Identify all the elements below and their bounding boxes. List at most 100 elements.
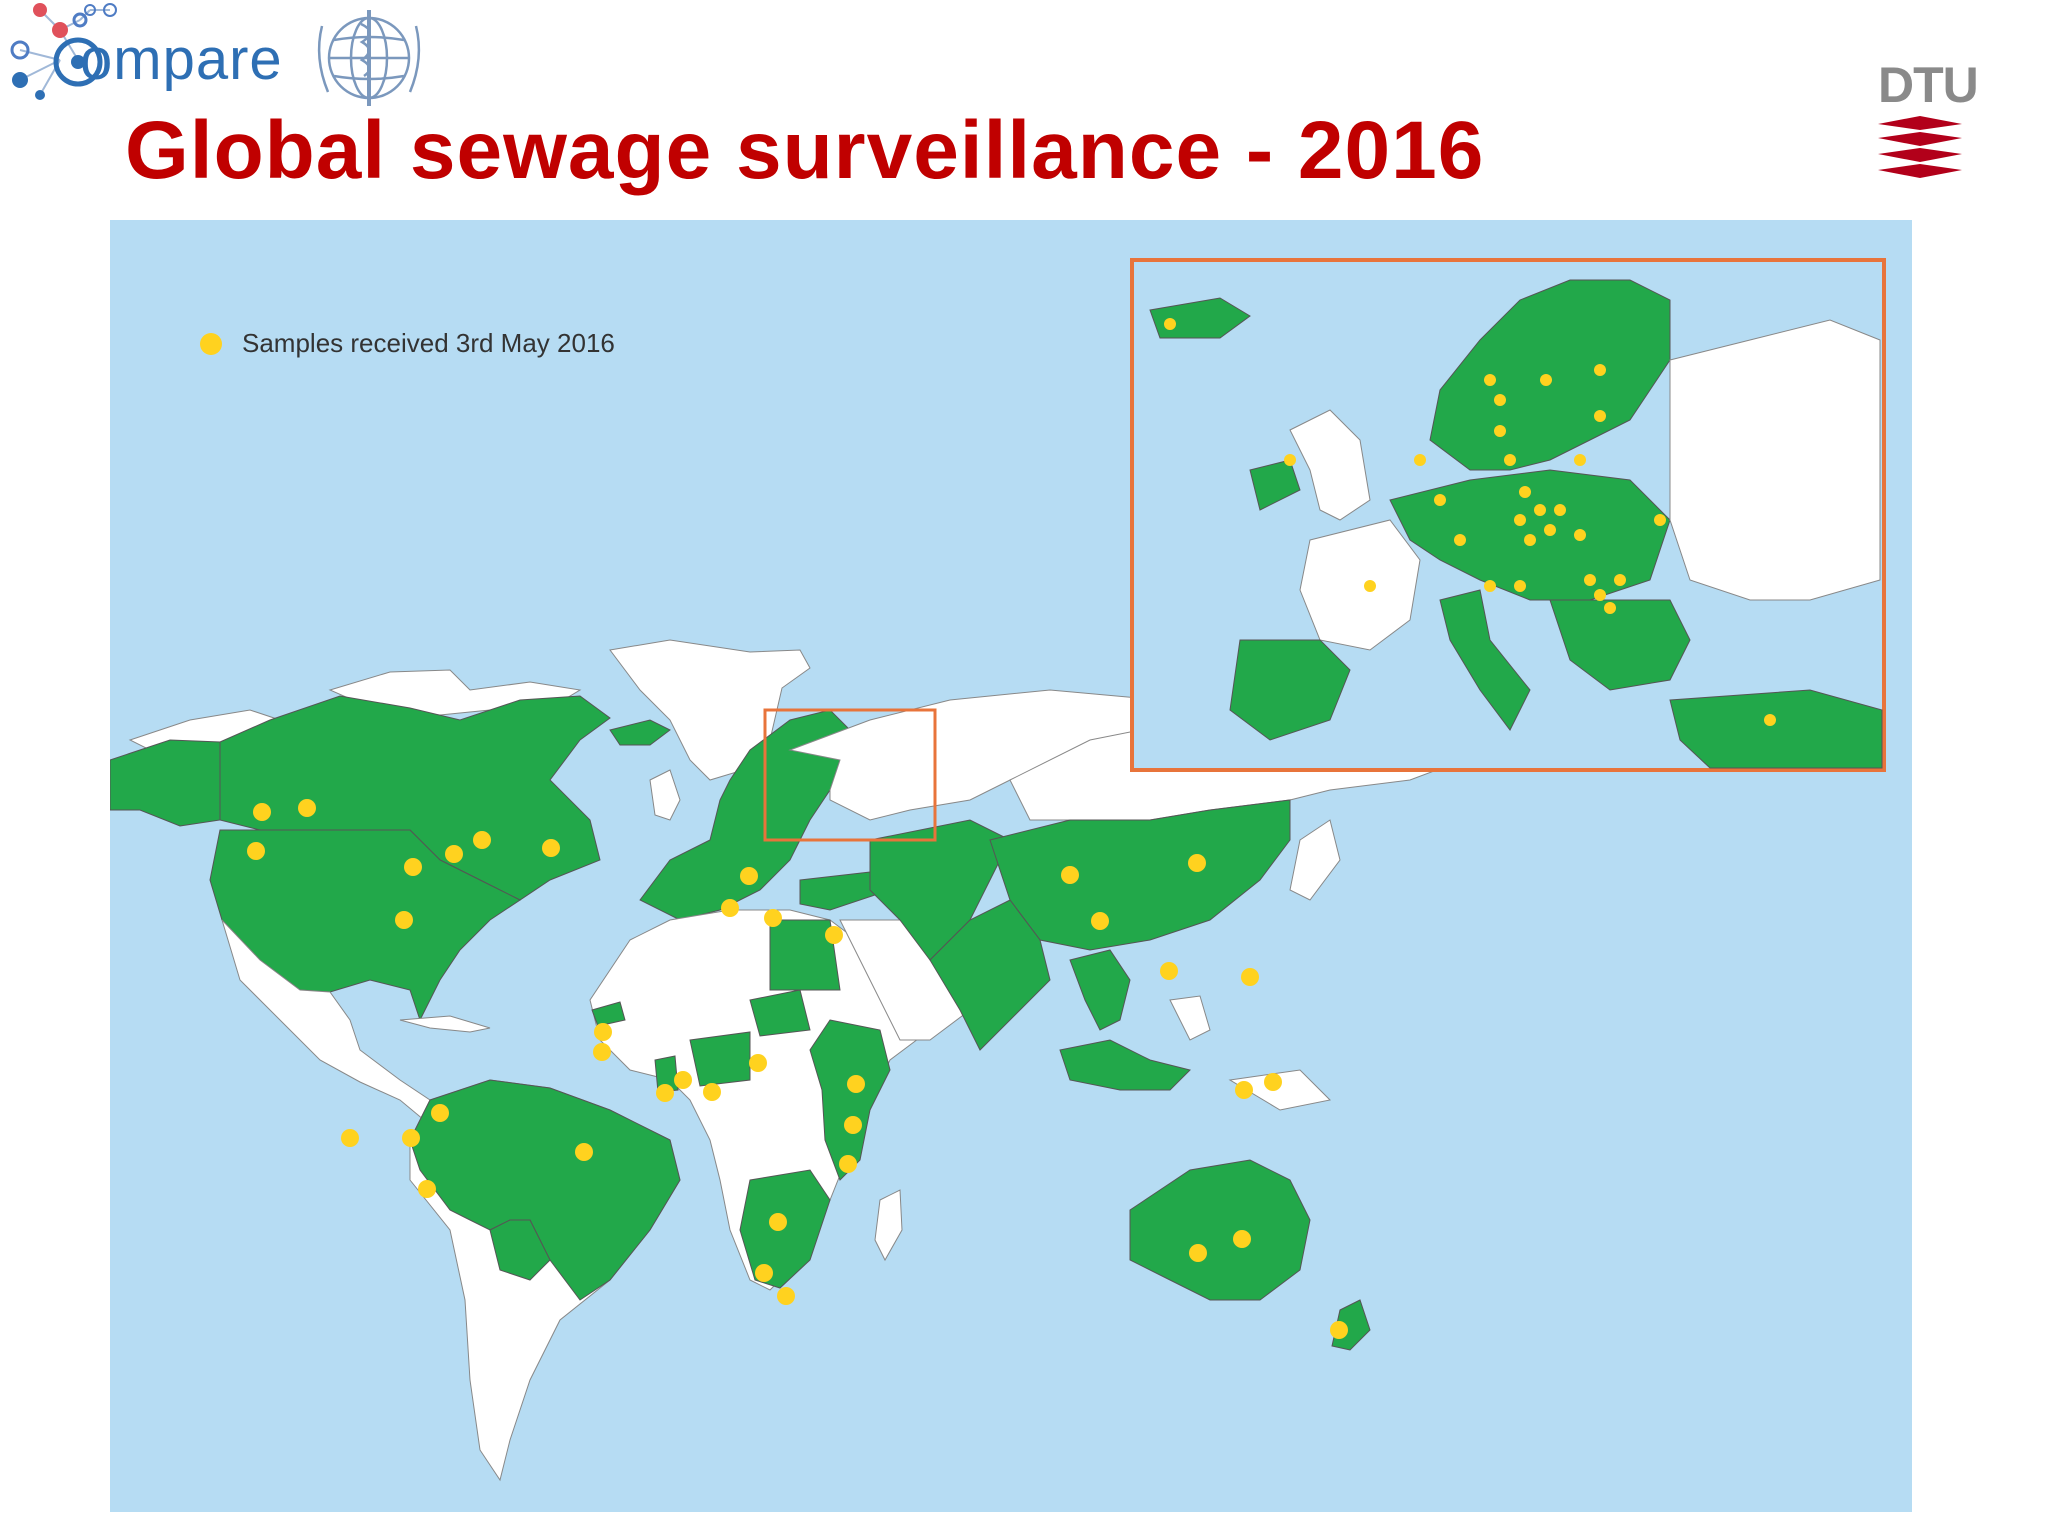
sample-marker (844, 1116, 862, 1134)
sample-marker (839, 1155, 857, 1173)
sample-marker (1764, 714, 1776, 726)
sample-marker (674, 1071, 692, 1089)
sample-marker (1164, 318, 1176, 330)
sample-marker (1604, 602, 1616, 614)
india-pakistan (929, 899, 1051, 1051)
southeast-asia (1069, 949, 1131, 1031)
northern-south-america (409, 1079, 681, 1301)
sample-marker (1534, 504, 1546, 516)
sample-marker (1514, 514, 1526, 526)
sample-marker (1264, 1073, 1282, 1091)
indonesia-malaysia (1059, 1039, 1191, 1091)
sample-marker (1540, 374, 1552, 386)
sample-marker (1504, 454, 1516, 466)
sample-marker (1241, 968, 1259, 986)
inset-eastern-europe (1669, 319, 1881, 601)
sample-marker (445, 845, 463, 863)
alaska (110, 739, 221, 827)
sample-marker (825, 926, 843, 944)
sample-marker (341, 1129, 359, 1147)
sample-marker (721, 899, 739, 917)
caribbean-islands (399, 1015, 491, 1033)
sample-marker (418, 1180, 436, 1198)
compare-wordmark: ompare (80, 27, 283, 92)
legend-label: Samples received 3rd May 2016 (242, 328, 615, 358)
senegal (591, 1001, 626, 1027)
dtu-wordmark: DTU (1878, 57, 1979, 113)
sample-marker (298, 799, 316, 817)
sample-marker (1514, 580, 1526, 592)
uk-ireland (649, 769, 681, 821)
bolivia (489, 1219, 551, 1281)
sample-markers (247, 799, 1348, 1339)
sample-marker (703, 1083, 721, 1101)
sample-marker (1519, 486, 1531, 498)
nigeria (689, 1031, 751, 1087)
sample-marker (1594, 364, 1606, 376)
inset-iberia (1229, 639, 1351, 741)
sample-marker (740, 867, 758, 885)
sample-marker (1494, 425, 1506, 437)
sample-marker (404, 858, 422, 876)
dtu-logo: DTU (1872, 56, 1979, 186)
world-map (110, 220, 1912, 1512)
sample-marker (1494, 394, 1506, 406)
sample-marker (402, 1129, 420, 1147)
sample-marker (656, 1084, 674, 1102)
compare-logo: ompare (0, 0, 300, 112)
turkey (799, 871, 891, 911)
niger-chad (749, 989, 811, 1037)
sample-marker (431, 1104, 449, 1122)
sample-marker (1364, 580, 1376, 592)
sample-marker (473, 831, 491, 849)
inset-italy (1439, 589, 1531, 731)
sample-marker (575, 1143, 593, 1161)
inset-scandinavia (1429, 279, 1671, 471)
sample-marker (1235, 1081, 1253, 1099)
inset-turkey (1669, 689, 1883, 769)
sample-marker (769, 1213, 787, 1231)
sample-marker (1584, 574, 1596, 586)
inset-balkans (1549, 599, 1691, 691)
sample-marker (755, 1264, 773, 1282)
sample-marker (593, 1043, 611, 1061)
sample-marker (847, 1075, 865, 1093)
slide-title: Global sewage surveillance - 2016 (125, 105, 1485, 196)
sample-marker (1091, 912, 1109, 930)
sample-marker (1454, 534, 1466, 546)
iceland (609, 719, 671, 746)
sample-marker (1233, 1230, 1251, 1248)
new-guinea-philippines (1169, 995, 1332, 1111)
sample-marker (1574, 529, 1586, 541)
sample-marker (1434, 494, 1446, 506)
sample-marker (1414, 454, 1426, 466)
sample-marker (1574, 454, 1586, 466)
sample-marker (247, 842, 265, 860)
sample-marker (1330, 1321, 1348, 1339)
sample-marker (1594, 589, 1606, 601)
madagascar (874, 1189, 903, 1262)
japan (1289, 819, 1341, 901)
sample-marker (594, 1023, 612, 1041)
sample-marker (395, 911, 413, 929)
sample-marker (1654, 514, 1666, 526)
southern-africa (739, 1169, 831, 1289)
sample-marker (749, 1054, 767, 1072)
sample-marker (1544, 524, 1556, 536)
sample-marker-legend-icon (200, 333, 222, 355)
ghana (654, 1055, 679, 1093)
inset-france (1299, 519, 1421, 651)
sample-marker (1524, 534, 1536, 546)
sample-marker (764, 909, 782, 927)
sample-marker (1188, 854, 1206, 872)
sample-marker (777, 1287, 795, 1305)
inset-sample-markers (1164, 318, 1776, 726)
europe-highlight-box (763, 708, 937, 842)
sample-marker (1554, 504, 1566, 516)
sample-marker (542, 839, 560, 857)
sample-marker (1284, 454, 1296, 466)
inset-uk-ireland (1289, 409, 1371, 521)
europe-inset-map (1130, 258, 1886, 772)
inset-iceland (1149, 297, 1251, 339)
sample-marker (253, 803, 271, 821)
